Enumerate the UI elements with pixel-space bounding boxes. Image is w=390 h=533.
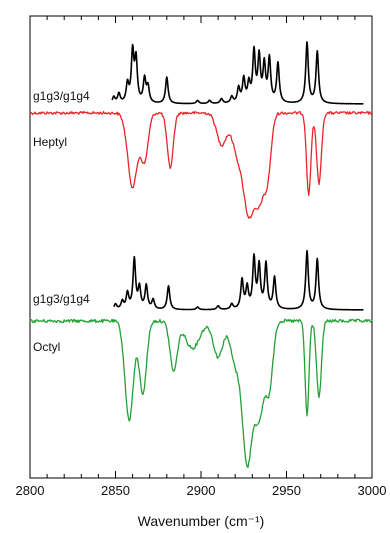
series-label-octyl-calculated: g1g3/g1g4: [33, 292, 90, 306]
plot-frame: [29, 15, 373, 479]
x-tick-label: 2900: [187, 483, 216, 498]
x-tick-label: 2850: [101, 483, 130, 498]
series-label-octyl: Octyl: [33, 340, 60, 354]
calculated-spectrum-line: [113, 249, 364, 311]
series-label-heptyl: Heptyl: [33, 135, 67, 149]
calculated-spectrum-line: [111, 41, 364, 105]
experimental-spectrum-line: [29, 318, 373, 469]
spectral-traces: [29, 41, 373, 469]
x-axis-ticks: [29, 16, 373, 478]
x-axis-title: Wavenumber (cm⁻¹): [138, 513, 265, 529]
x-tick-label: 3000: [358, 483, 387, 498]
series-label-heptyl-calculated: g1g3/g1g4: [33, 89, 90, 103]
x-axis-tick-labels: 2800 2850 2900 2950 3000: [16, 483, 387, 498]
x-tick-label: 2950: [272, 483, 301, 498]
x-tick-label: 2800: [16, 483, 45, 498]
experimental-spectrum-line: [29, 110, 373, 219]
